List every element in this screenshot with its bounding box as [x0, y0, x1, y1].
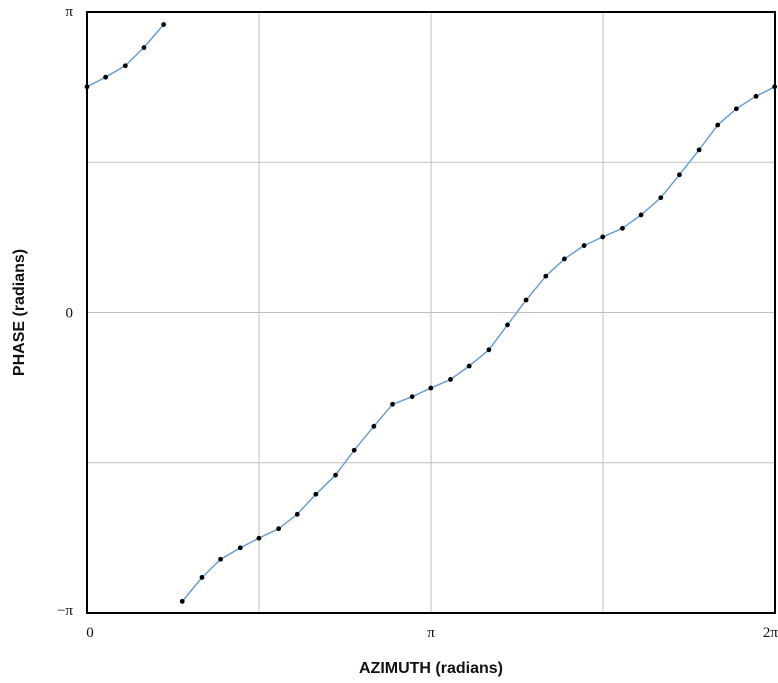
data-point [676, 172, 682, 178]
series-line-segment-1 [86, 24, 165, 88]
data-point [620, 225, 625, 231]
data-point [696, 147, 702, 153]
data-point [313, 491, 319, 497]
data-point [466, 363, 472, 369]
y-tick-labels: −π 0 π [57, 4, 73, 619]
y-tick-label: 0 [66, 306, 74, 322]
data-point [581, 243, 587, 248]
y-tick-label: π [65, 4, 73, 20]
x-axis-label: AZIMUTH (radians) [359, 660, 503, 677]
data-point [161, 22, 167, 27]
data-point [371, 423, 377, 429]
data-point [390, 401, 395, 407]
data-point [409, 394, 415, 400]
data-point [103, 74, 109, 80]
data-point [428, 385, 434, 391]
series-line-segment-2 [181, 86, 776, 602]
data-point [333, 472, 338, 478]
data-point [448, 377, 453, 382]
x-tick-label: π [427, 625, 435, 641]
data-point [505, 322, 510, 328]
data-point [486, 347, 492, 353]
data-point [122, 63, 128, 69]
data-point [600, 234, 606, 240]
data-point [715, 122, 721, 128]
data-markers [84, 22, 778, 604]
data-point [294, 511, 300, 517]
data-point [523, 297, 529, 303]
data-point [351, 447, 357, 453]
data-point [543, 273, 549, 279]
x-tick-label: 0 [86, 625, 94, 641]
data-point [562, 256, 567, 262]
x-tick-label: 2π [763, 625, 778, 641]
data-point [733, 106, 739, 112]
x-tick-labels: 0 π 2π [86, 625, 778, 641]
grid-lines [86, 11, 776, 614]
data-point [638, 212, 644, 218]
data-point [256, 535, 262, 541]
data-point [179, 598, 185, 604]
data-point [141, 45, 147, 50]
data-point [658, 195, 664, 201]
y-tick-label: −π [57, 603, 73, 619]
plot-frame [86, 11, 776, 614]
y-axis-label: PHASE (radians) [11, 249, 28, 376]
data-point [753, 93, 759, 99]
data-point [276, 526, 282, 532]
data-point [237, 545, 243, 551]
data-point [218, 556, 223, 562]
data-point [199, 575, 205, 580]
